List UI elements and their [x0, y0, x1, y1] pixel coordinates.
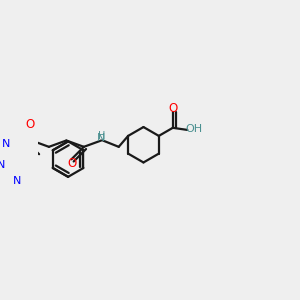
- Text: N: N: [13, 176, 21, 186]
- Text: O: O: [26, 118, 35, 131]
- Text: O: O: [168, 102, 178, 115]
- Text: N: N: [97, 133, 105, 143]
- Text: N: N: [2, 139, 10, 148]
- Text: O: O: [68, 157, 76, 170]
- Text: H: H: [98, 131, 106, 141]
- Text: N: N: [0, 160, 5, 170]
- Text: OH: OH: [185, 124, 202, 134]
